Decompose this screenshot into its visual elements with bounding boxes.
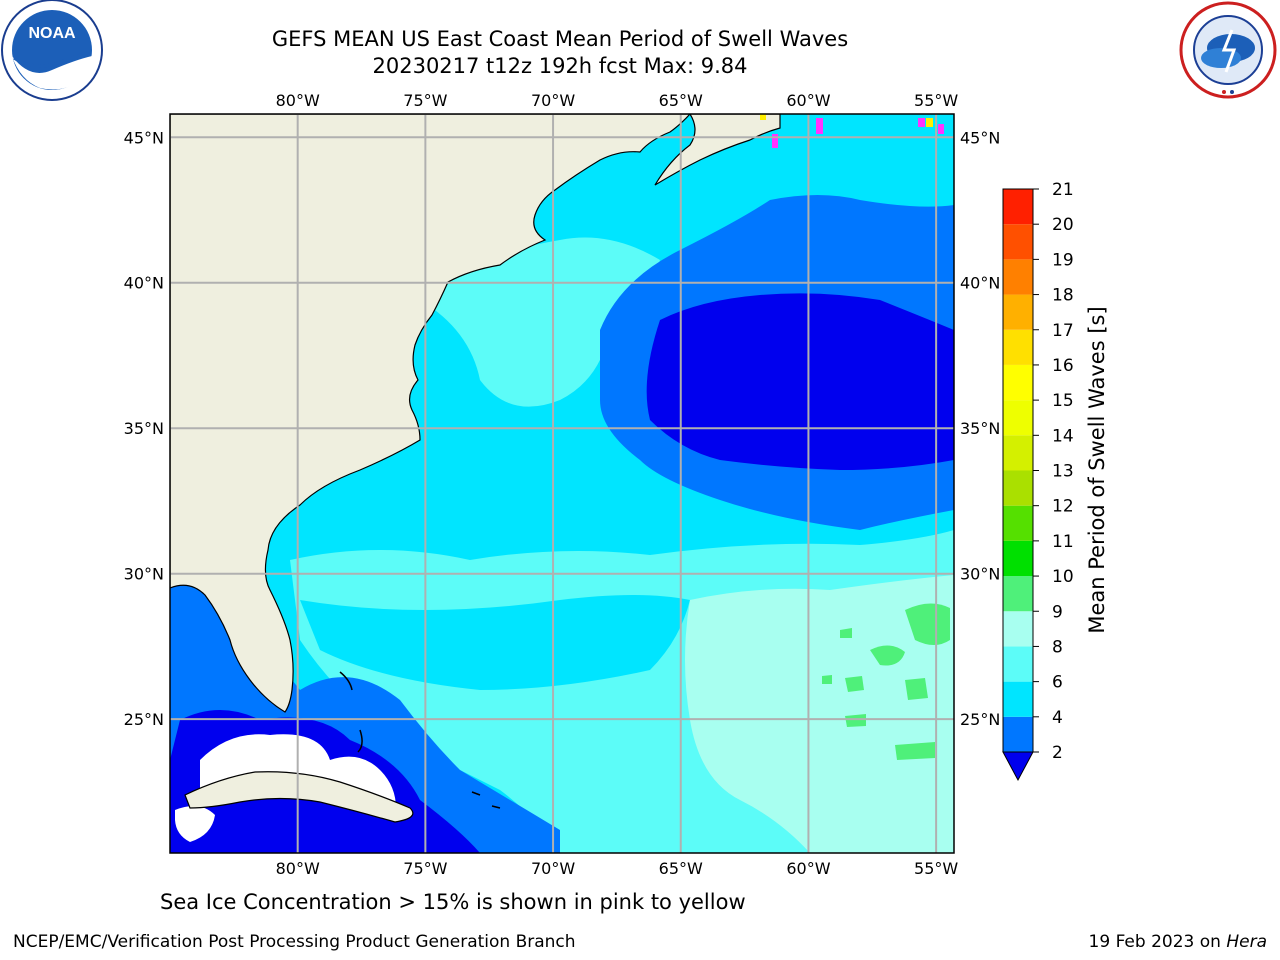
colorbar-tick-label: 4 xyxy=(1052,708,1063,728)
sea-ice-caption: Sea Ice Concentration > 15% is shown in … xyxy=(160,890,746,914)
noaa-logo-icon: NOAA xyxy=(1,0,103,101)
colorbar-tick-label: 8 xyxy=(1052,637,1063,657)
colorbar-bin xyxy=(1003,716,1033,752)
lat-tick-label: 30°N xyxy=(124,565,164,584)
swell-field-8-9s xyxy=(685,575,954,853)
swell-field-6-8s-north xyxy=(420,237,660,407)
lon-tick-label: 70°W xyxy=(531,91,575,110)
noaa-logo-text: NOAA xyxy=(28,25,76,42)
lon-tick-label: 75°W xyxy=(403,91,447,110)
colorbar-tick-label: 11 xyxy=(1052,532,1074,552)
map-title: GEFS MEAN US East Coast Mean Period of S… xyxy=(271,27,849,51)
cuba-land xyxy=(184,771,414,823)
colorbar-bin xyxy=(1003,259,1033,295)
map-frame xyxy=(169,113,955,854)
colorbar-bin xyxy=(1003,540,1033,577)
colorbar-tick-label: 18 xyxy=(1052,286,1074,306)
lon-tick-label: 55°W xyxy=(914,859,958,878)
colorbar-bin xyxy=(1003,505,1033,541)
bahamas-land xyxy=(339,671,501,809)
colorbar-label: Mean Period of Swell Waves [s] xyxy=(1085,306,1109,634)
swell-field-4-6s-mid xyxy=(300,595,690,690)
forecast-subtitle: 20230217 t12z 192h fcst Max: 9.84 xyxy=(372,54,748,78)
colorbar-tick-label: 12 xyxy=(1052,497,1074,517)
colorbar-tick-label: 9 xyxy=(1052,602,1063,622)
colorbar-bin xyxy=(1003,681,1033,717)
colorbar-tick-label: 6 xyxy=(1052,673,1063,693)
map-field xyxy=(170,114,954,853)
footer-date-text: 19 Feb 2023 on xyxy=(1088,932,1227,952)
footer-credit: NCEP/EMC/Verification Post Processing Pr… xyxy=(13,932,576,952)
map-tick-labels: 80°W 80°W 75°W 75°W 70°W 70°W 65°W 65°W 60°W 60°W… xyxy=(124,91,1001,878)
lat-tick-label: 40°N xyxy=(960,274,1000,293)
graticule xyxy=(170,114,954,853)
lon-tick-label: 75°W xyxy=(403,859,447,878)
footer-host: Hera xyxy=(1226,932,1267,952)
colorbar-tick-label: 15 xyxy=(1052,391,1074,411)
colorbar-bin xyxy=(1003,611,1033,647)
colorbar: 2 4 6 8 9 10 11 12 13 14 15 16 17 18 19 20 21 xyxy=(1002,180,1074,782)
lon-tick-label: 65°W xyxy=(659,91,703,110)
colorbar-tick-label: 13 xyxy=(1052,462,1074,482)
colorbar-tick-label: 19 xyxy=(1052,250,1074,270)
lon-tick-label: 55°W xyxy=(914,91,958,110)
lat-tick-label: 30°N xyxy=(960,565,1000,584)
colorbar-bin xyxy=(1003,364,1033,401)
colorbar-tick-label: 20 xyxy=(1052,215,1074,235)
colorbar-bin xyxy=(1003,470,1033,506)
colorbar-tick-label: 17 xyxy=(1052,321,1074,341)
colorbar-bin xyxy=(1003,576,1033,612)
colorbar-bin xyxy=(1003,400,1033,436)
footer-date: 19 Feb 2023 on Hera xyxy=(1089,932,1267,952)
lat-tick-label: 45°N xyxy=(960,128,1000,147)
colorbar-bin xyxy=(1003,435,1033,471)
lat-tick-label: 40°N xyxy=(124,274,164,293)
swell-field-under-2s xyxy=(646,293,954,470)
colorbar-under-arrow xyxy=(1002,751,1034,782)
lon-tick-label: 60°W xyxy=(786,859,830,878)
colorbar-bin xyxy=(1003,646,1033,682)
swell-field-9-10s xyxy=(822,603,950,760)
lon-tick-label: 65°W xyxy=(659,859,703,878)
colorbar-bin xyxy=(1003,294,1033,330)
lat-tick-label: 35°N xyxy=(960,419,1000,438)
colorbar-bin xyxy=(1003,224,1033,260)
lat-tick-label: 35°N xyxy=(124,419,164,438)
sea-ice-markers xyxy=(760,114,944,148)
missing-data-region-west xyxy=(175,806,215,842)
colorbar-tick-label: 10 xyxy=(1052,567,1074,587)
colorbar-tick-label: 16 xyxy=(1052,356,1074,376)
us-east-coast-land xyxy=(170,114,691,713)
nova-scotia-land xyxy=(654,114,781,186)
colorbar-tick-label: 14 xyxy=(1052,426,1074,446)
colorbar-bin xyxy=(1003,189,1033,225)
lat-tick-label: 25°N xyxy=(960,710,1000,729)
lon-tick-label: 80°W xyxy=(276,91,320,110)
lat-tick-label: 25°N xyxy=(124,710,164,729)
lat-tick-label: 45°N xyxy=(124,128,164,147)
lon-tick-label: 80°W xyxy=(276,859,320,878)
lon-tick-label: 60°W xyxy=(786,91,830,110)
colorbar-tick-label: 21 xyxy=(1052,180,1074,200)
colorbar-bin xyxy=(1003,329,1033,365)
nws-logo-icon xyxy=(1179,1,1277,99)
lon-tick-label: 70°W xyxy=(531,859,575,878)
colorbar-tick-label: 2 xyxy=(1052,743,1063,763)
